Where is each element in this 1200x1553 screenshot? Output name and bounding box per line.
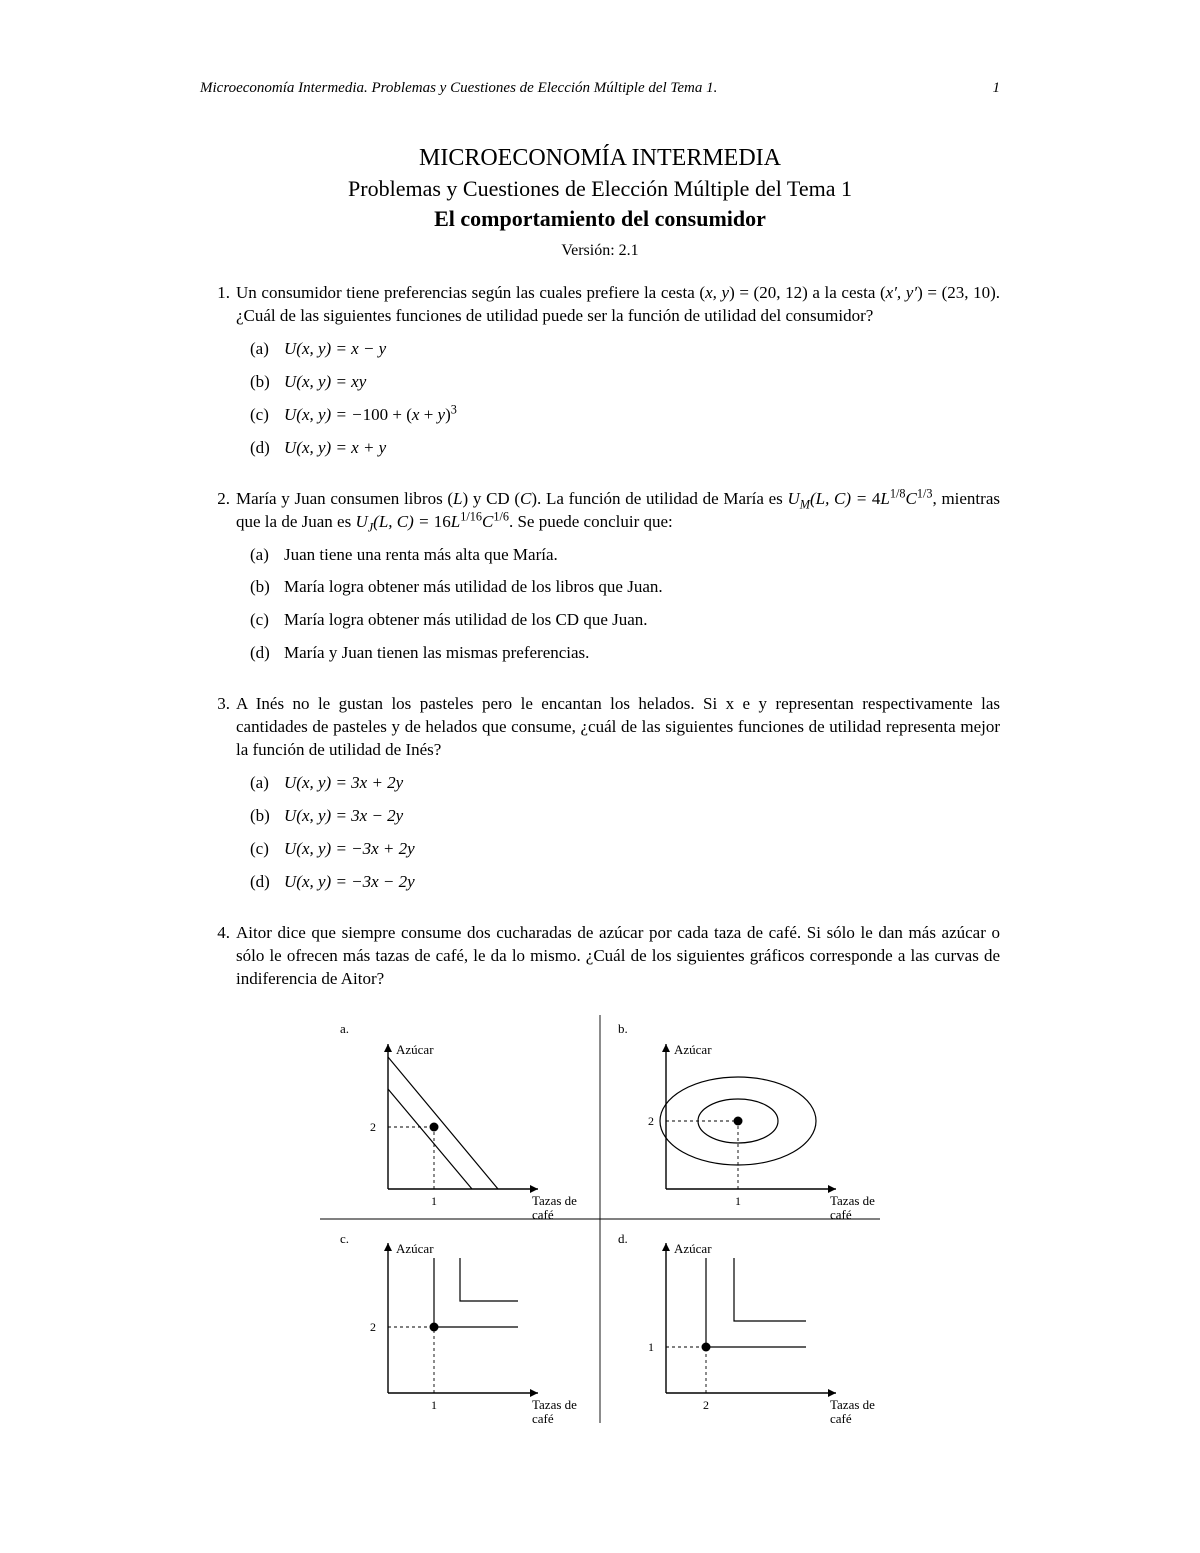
svg-text:Azúcar: Azúcar [396,1241,434,1256]
q2-opt-d: (d)María y Juan tienen las mismas prefer… [250,642,1000,665]
opt-label: (b) [250,371,284,394]
opt-formula: U(x, y) = x − y [284,338,386,361]
question-number: 2. [200,488,236,676]
title-line-3: El comportamiento del consumidor [200,206,1000,232]
q3-text: A Inés no le gustan los pasteles pero le… [236,694,1000,759]
q1-text-b: ) = (20, 12) a la cesta ( [729,283,886,302]
title-block: MICROECONOMÍA INTERMEDIA Problemas y Cue… [200,145,1000,260]
question-number: 1. [200,282,236,470]
svg-text:café: café [532,1207,554,1222]
question-number: 4. [200,922,236,991]
opt-label: (b) [250,576,284,599]
running-header: Microeconomía Intermedia. Problemas y Cu… [200,80,1000,97]
opt-formula: U(x, y) = 3x + 2y [284,772,403,795]
question-body: A Inés no le gustan los pasteles pero le… [236,693,1000,904]
svg-text:Tazas de: Tazas de [830,1193,875,1208]
opt-formula: U(x, y) = xy [284,371,366,394]
opt-label: (b) [250,805,284,828]
question-number: 3. [200,693,236,904]
running-title: Microeconomía Intermedia. Problemas y Cu… [200,80,717,97]
svg-text:2: 2 [648,1114,654,1128]
opt-label: (a) [250,772,284,795]
page-number: 1 [993,80,1001,97]
svg-text:Tazas de: Tazas de [532,1397,577,1412]
opt-formula: U(x, y) = −3x − 2y [284,871,415,894]
question-3: 3. A Inés no le gustan los pasteles pero… [200,693,1000,904]
q2-opt-b: (b)María logra obtener más utilidad de l… [250,576,1000,599]
indifference-curves-figure: a.AzúcarTazas decafé21b.AzúcarTazas deca… [310,1009,890,1429]
q4-figure: a.AzúcarTazas decafé21b.AzúcarTazas deca… [200,1009,1000,1429]
question-body: Un consumidor tiene preferencias según l… [236,282,1000,470]
title-line-2: Problemas y Cuestiones de Elección Múlti… [200,176,1000,202]
svg-text:1: 1 [735,1194,741,1208]
question-2: 2. María y Juan consumen libros (L) y CD… [200,488,1000,676]
opt-formula: U(x, y) = − [284,404,363,427]
opt-text: María logra obtener más utilidad de los … [284,609,648,632]
q2-text-b: ) y CD ( [463,489,521,508]
opt-label: (d) [250,437,284,460]
opt-label: (c) [250,838,284,861]
q2-opt-a: (a)Juan tiene una renta más alta que Mar… [250,544,1000,567]
q1-opt-c: (c)U(x, y) = −100 + (x + y)3 [250,404,1000,427]
svg-text:Azúcar: Azúcar [674,1241,712,1256]
question-body: María y Juan consumen libros (L) y CD (C… [236,488,1000,676]
opt-formula: U(x, y) = x + y [284,437,386,460]
q2-options: (a)Juan tiene una renta más alta que Mar… [236,544,1000,666]
q3-options: (a)U(x, y) = 3x + 2y (b)U(x, y) = 3x − 2… [236,772,1000,894]
q1-opt-b: (b)U(x, y) = xy [250,371,1000,394]
q3-opt-c: (c)U(x, y) = −3x + 2y [250,838,1000,861]
title-line-1: MICROECONOMÍA INTERMEDIA [200,145,1000,172]
question-body: Aitor dice que siempre consume dos cucha… [236,922,1000,991]
q1-opt-d: (d)U(x, y) = x + y [250,437,1000,460]
svg-text:Tazas de: Tazas de [830,1397,875,1412]
svg-text:1: 1 [431,1194,437,1208]
opt-label: (a) [250,544,284,567]
opt-text: María y Juan tienen las mismas preferenc… [284,642,589,665]
svg-text:c.: c. [340,1231,349,1246]
svg-text:1: 1 [648,1340,654,1354]
svg-text:café: café [830,1411,852,1426]
q2-opt-c: (c)María logra obtener más utilidad de l… [250,609,1000,632]
opt-text: María logra obtener más utilidad de los … [284,576,663,599]
svg-text:2: 2 [370,1320,376,1334]
opt-label: (c) [250,609,284,632]
svg-text:2: 2 [370,1120,376,1134]
opt-formula: U(x, y) = −3x + 2y [284,838,415,861]
opt-formula: U(x, y) = 3x − 2y [284,805,403,828]
opt-label: (d) [250,871,284,894]
q4-text: Aitor dice que siempre consume dos cucha… [236,923,1000,988]
q2-text-e: . Se puede concluir que: [509,512,673,531]
q3-opt-b: (b)U(x, y) = 3x − 2y [250,805,1000,828]
svg-text:café: café [830,1207,852,1222]
questions: 1. Un consumidor tiene preferencias segú… [200,282,1000,1429]
svg-text:1: 1 [431,1398,437,1412]
q3-opt-d: (d)U(x, y) = −3x − 2y [250,871,1000,894]
opt-label: (c) [250,404,284,427]
q2-text-c: ). La función de utilidad de María es [531,489,787,508]
q2-text-a: María y Juan consumen libros ( [236,489,453,508]
opt-label: (a) [250,338,284,361]
svg-text:Azúcar: Azúcar [396,1042,434,1057]
opt-label: (d) [250,642,284,665]
svg-text:Azúcar: Azúcar [674,1042,712,1057]
q1-options: (a)U(x, y) = x − y (b)U(x, y) = xy (c)U(… [236,338,1000,460]
svg-text:d.: d. [618,1231,628,1246]
opt-text: Juan tiene una renta más alta que María. [284,544,558,567]
page: Microeconomía Intermedia. Problemas y Cu… [100,0,1100,1489]
question-4: 4. Aitor dice que siempre consume dos cu… [200,922,1000,991]
svg-text:café: café [532,1411,554,1426]
version-line: Versión: 2.1 [200,242,1000,260]
svg-text:b.: b. [618,1021,628,1036]
opt-formula-rest: 100 + (x + y)3 [363,404,457,427]
q3-opt-a: (a)U(x, y) = 3x + 2y [250,772,1000,795]
question-1: 1. Un consumidor tiene preferencias segú… [200,282,1000,470]
svg-text:2: 2 [703,1398,709,1412]
q1-opt-a: (a)U(x, y) = x − y [250,338,1000,361]
svg-text:Tazas de: Tazas de [532,1193,577,1208]
svg-text:a.: a. [340,1021,349,1036]
q1-text-a: Un consumidor tiene preferencias según l… [236,283,705,302]
